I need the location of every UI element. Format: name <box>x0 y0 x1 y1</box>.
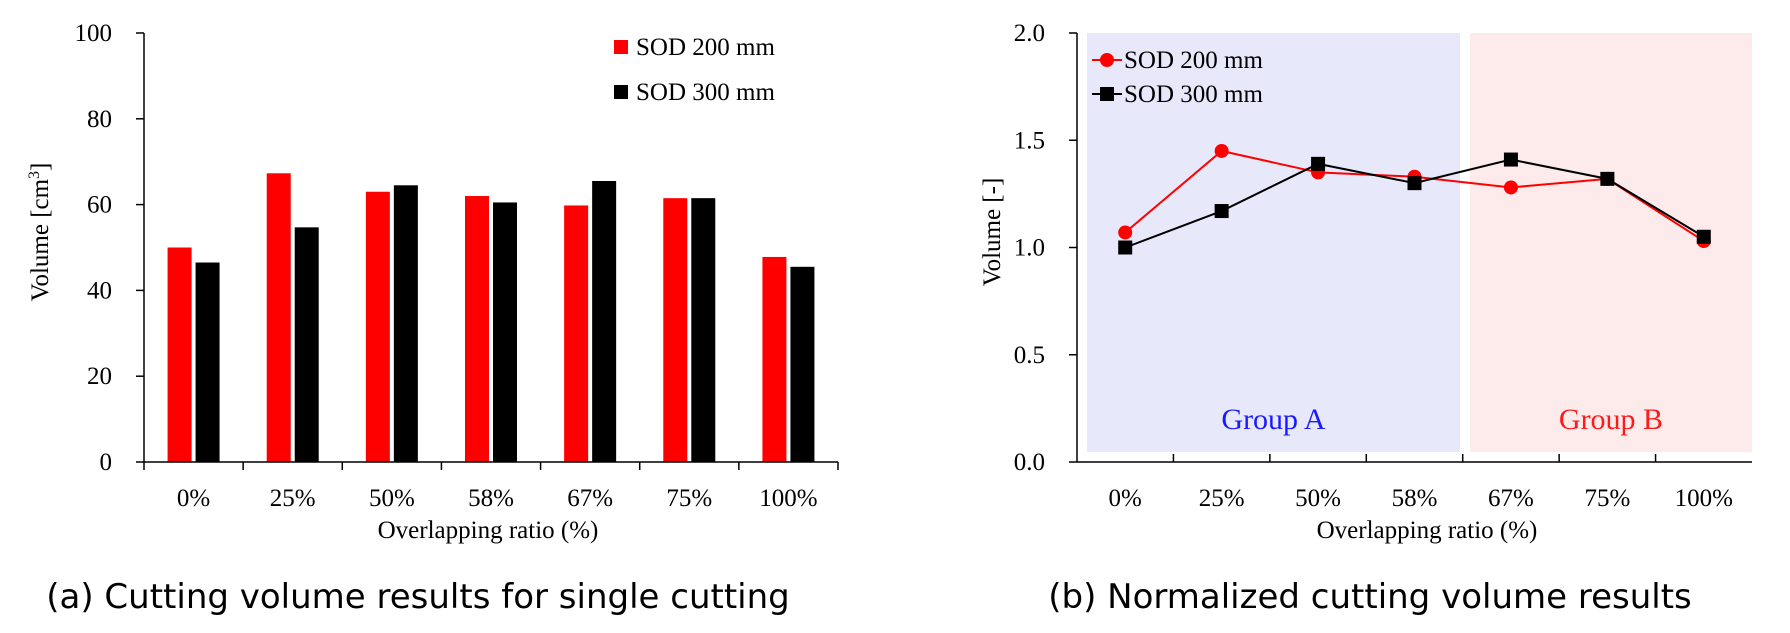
b-point-sod300 <box>1311 156 1326 171</box>
b-point-sod200 <box>1503 180 1518 195</box>
b-y-tick-label: 1.5 <box>1014 127 1045 154</box>
a-bar-sod300 <box>691 198 716 463</box>
b-point-sod300 <box>1503 152 1518 167</box>
a-y-tick-label: 60 <box>87 192 112 219</box>
b-point-sod300 <box>1696 229 1711 244</box>
b-point-sod200 <box>1118 225 1133 240</box>
b-x-axis-label: Overlapping ratio (%) <box>1317 517 1538 544</box>
a-x-tick-label: 25% <box>270 485 316 512</box>
b-group-label: Group B <box>1559 403 1663 436</box>
a-legend: SOD 200 mm SOD 300 mm <box>614 34 775 106</box>
a-y-tick-label: 100 <box>75 20 113 47</box>
chart-b: Group A Group B 0% 25% 50% 58% 67% 75% 100% 0.0… <box>979 20 1752 617</box>
a-y-axis-label: Volume [cm3] <box>26 163 54 302</box>
b-y-tick-label: 0.0 <box>1014 449 1045 476</box>
a-y-tick-label: 40 <box>87 277 112 304</box>
a-legend-swatch <box>614 40 628 54</box>
b-x-tick-label: 25% <box>1199 485 1245 512</box>
a-bar-sod200 <box>663 198 688 463</box>
a-x-tick-label: 75% <box>666 485 712 512</box>
a-bar-sod200 <box>762 256 787 462</box>
a-bar-sod200 <box>564 205 589 462</box>
a-x-tick-label: 100% <box>759 485 817 512</box>
b-x-tick-label: 100% <box>1675 485 1733 512</box>
a-y-tick-label: 0 <box>100 449 113 476</box>
b-y-tick-label: 0.5 <box>1014 342 1045 369</box>
a-x-axis-label: Overlapping ratio (%) <box>378 517 599 544</box>
a-x-tick-label: 58% <box>468 485 514 512</box>
a-bar-sod300 <box>294 227 319 462</box>
a-legend-swatch <box>614 85 628 99</box>
b-y-tick-label: 1.0 <box>1014 235 1045 262</box>
a-bar-sod300 <box>493 202 517 462</box>
a-y-tick-label: 80 <box>87 106 112 133</box>
b-legend-label: SOD 200 mm <box>1124 47 1263 74</box>
a-bar-sod200 <box>365 191 390 463</box>
b-legend: SOD 200 mm SOD 300 mm <box>1092 47 1263 108</box>
b-y-tick-label: 2.0 <box>1014 20 1045 47</box>
a-bar-sod200 <box>465 196 489 462</box>
a-x-tick-label: 0% <box>177 485 210 512</box>
b-x-tick-label: 50% <box>1295 485 1341 512</box>
b-point-sod300 <box>1118 240 1133 255</box>
a-bar-sod300 <box>393 185 418 463</box>
b-point-sod300 <box>1214 204 1229 219</box>
b-legend-marker <box>1100 53 1114 67</box>
b-point-sod300 <box>1407 176 1422 191</box>
a-caption: (a) Cutting volume results for single cu… <box>46 577 789 617</box>
a-y-tick-label: 20 <box>87 363 112 390</box>
a-x-tick-label: 50% <box>369 485 415 512</box>
a-bar-sod200 <box>266 173 291 462</box>
a-bar-sod300 <box>790 266 815 462</box>
b-group-band <box>1087 33 1460 452</box>
b-legend-marker <box>1100 87 1114 101</box>
b-caption: (b) Normalized cutting volume results <box>1048 577 1692 617</box>
b-point-sod200 <box>1214 143 1229 158</box>
b-legend-label: SOD 300 mm <box>1124 81 1263 108</box>
a-bar-sod300 <box>195 262 220 462</box>
b-x-tick-label: 58% <box>1392 485 1438 512</box>
a-bar-sod300 <box>592 181 617 462</box>
b-point-sod300 <box>1600 171 1615 186</box>
chart-a: 0% 25% 50% 58% 67% 75% 100% 0 20 40 60 80 100 Volum… <box>26 20 839 617</box>
b-x-tick-label: 67% <box>1488 485 1534 512</box>
a-legend-label: SOD 300 mm <box>636 79 775 106</box>
b-x-tick-label: 0% <box>1109 485 1142 512</box>
b-y-axis-label: Volume [-] <box>979 178 1006 287</box>
a-x-tick-label: 67% <box>567 485 613 512</box>
b-x-tick-label: 75% <box>1584 485 1630 512</box>
b-group-label: Group A <box>1221 403 1326 436</box>
a-bar-sod200 <box>167 247 192 462</box>
a-legend-label: SOD 200 mm <box>636 34 775 61</box>
